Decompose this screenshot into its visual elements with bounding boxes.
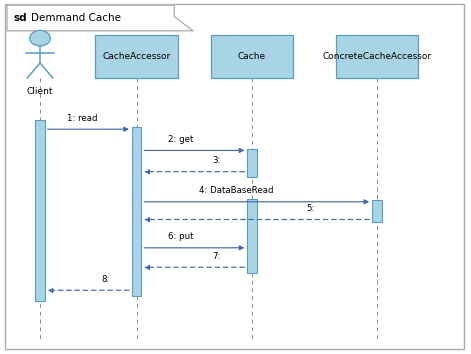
FancyBboxPatch shape: [247, 149, 257, 177]
Text: ConcreteCacheAccessor: ConcreteCacheAccessor: [322, 52, 431, 61]
Text: Demmand Cache: Demmand Cache: [31, 13, 121, 23]
Text: Cache: Cache: [238, 52, 266, 61]
FancyBboxPatch shape: [5, 4, 464, 349]
Text: 6: put: 6: put: [168, 233, 193, 241]
Text: CacheAccessor: CacheAccessor: [103, 52, 171, 61]
Text: 8:: 8:: [102, 275, 110, 284]
FancyBboxPatch shape: [372, 200, 382, 222]
Text: 1: read: 1: read: [66, 114, 97, 123]
Polygon shape: [7, 5, 193, 31]
Text: 2: get: 2: get: [168, 135, 193, 144]
FancyBboxPatch shape: [35, 120, 45, 301]
FancyBboxPatch shape: [211, 35, 293, 78]
Text: 3:: 3:: [212, 156, 221, 165]
FancyBboxPatch shape: [132, 127, 141, 296]
Text: sd: sd: [13, 13, 27, 23]
FancyBboxPatch shape: [247, 199, 257, 273]
FancyBboxPatch shape: [335, 35, 418, 78]
FancyBboxPatch shape: [95, 35, 178, 78]
Text: 5:: 5:: [306, 204, 315, 213]
Text: 7:: 7:: [212, 252, 221, 261]
Text: Client: Client: [27, 87, 53, 96]
Circle shape: [30, 30, 50, 46]
Text: 4: DataBaseRead: 4: DataBaseRead: [199, 187, 274, 195]
